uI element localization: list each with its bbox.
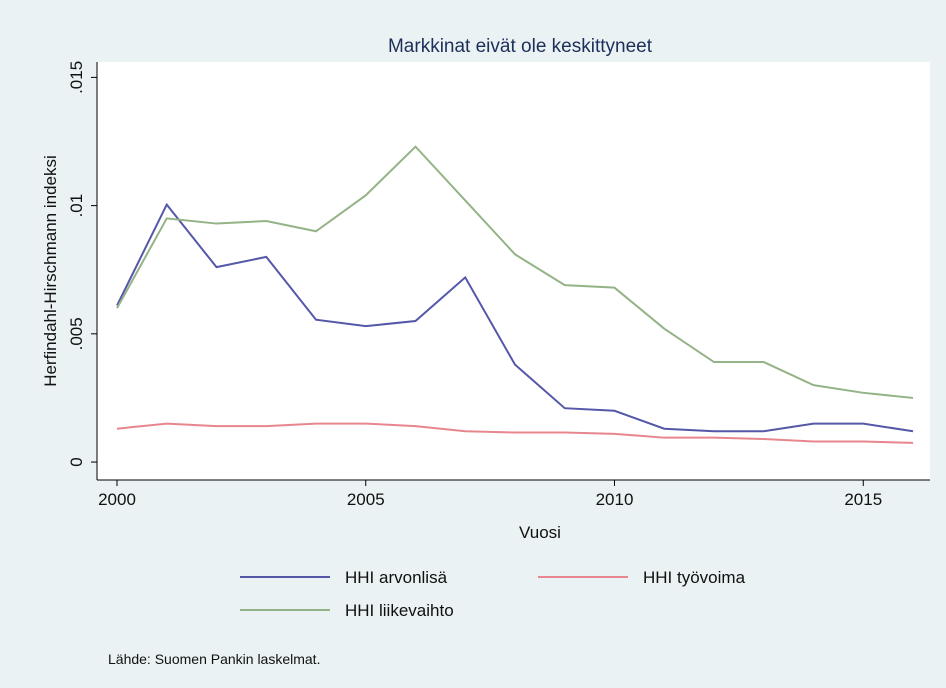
x-tick-label: 2005: [347, 490, 385, 509]
y-tick-label: .005: [67, 317, 86, 350]
x-axis-label: Vuosi: [519, 523, 561, 542]
series-line: [116, 202, 914, 433]
x-tick-label: 2010: [596, 490, 634, 509]
series-line: [116, 422, 914, 444]
legend-label: HHI työvoima: [643, 568, 746, 587]
chart-title: Markkinat eivät ole keskittyneet: [388, 36, 653, 57]
y-tick-label: 0: [67, 457, 86, 466]
y-tick-label: .01: [67, 194, 86, 218]
legend-label: HHI liikevaihto: [345, 601, 454, 620]
legend-label: HHI arvonlisä: [345, 568, 448, 587]
y-tick-label: .015: [67, 61, 86, 94]
x-tick-label: 2000: [98, 490, 136, 509]
plot-area: [97, 62, 930, 480]
x-tick-label: 2015: [844, 490, 882, 509]
source-note: Lähde: Suomen Pankin laskelmat.: [108, 651, 320, 667]
series-line: [116, 145, 914, 399]
y-axis-label: Herfindahl-Hirschmann indeksi: [41, 155, 60, 386]
